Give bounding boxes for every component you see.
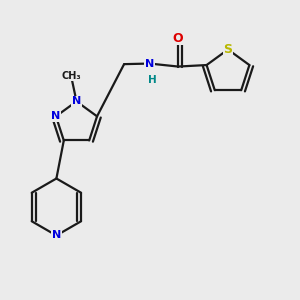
Text: N: N <box>72 96 81 106</box>
Text: N: N <box>145 58 154 68</box>
Text: CH₃: CH₃ <box>61 71 81 81</box>
Text: O: O <box>173 32 183 44</box>
Text: S: S <box>224 43 232 56</box>
Text: N: N <box>52 230 61 241</box>
Text: H: H <box>148 75 156 85</box>
Text: N: N <box>51 111 61 121</box>
